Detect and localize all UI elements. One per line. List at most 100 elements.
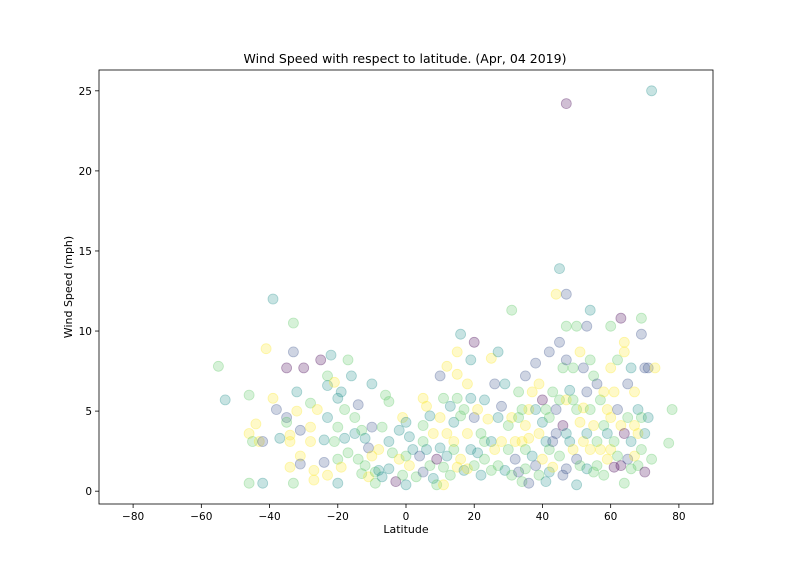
scatter-point: [636, 312, 647, 324]
scatter-point: [441, 360, 453, 372]
scatter-point: [383, 463, 395, 475]
scatter-point: [485, 464, 497, 476]
scatter-point: [489, 444, 501, 455]
scatter-point: [315, 354, 327, 366]
scatter-point: [622, 453, 634, 465]
scatter-point: [455, 410, 467, 422]
scatter-point: [369, 466, 381, 478]
scatter-point: [305, 421, 316, 433]
scatter-point: [451, 368, 463, 380]
scatter-point: [560, 354, 572, 366]
scatter-point: [649, 362, 661, 374]
scatter-point: [342, 354, 354, 366]
scatter-point: [417, 436, 429, 447]
scatter-point: [520, 463, 531, 475]
scatter-point: [537, 416, 548, 428]
x-tick-label: 40: [536, 511, 549, 523]
scatter-point: [448, 436, 460, 447]
scatter-point: [461, 428, 473, 439]
scatter-point: [543, 466, 555, 478]
scatter-point: [533, 378, 545, 390]
scatter-point: [247, 436, 258, 447]
scatter-point: [513, 412, 524, 423]
scatter-point: [383, 436, 395, 447]
scatter-point: [417, 466, 429, 478]
scatter-point: [520, 420, 531, 431]
scatter-point: [560, 98, 572, 109]
scatter-point: [506, 304, 518, 316]
scatter-point: [325, 349, 337, 361]
scatter-point: [639, 466, 651, 478]
scatter-point: [475, 428, 487, 439]
scatter-point: [571, 320, 582, 332]
scatter-point: [581, 386, 593, 398]
scatter-point: [578, 362, 589, 374]
scatter-point: [363, 442, 374, 454]
scatter-point: [618, 346, 630, 358]
scatter-point: [219, 394, 231, 406]
scatter-point: [472, 447, 484, 459]
scatter-point: [287, 317, 299, 329]
scatter-point: [547, 461, 559, 473]
scatter-point: [461, 463, 473, 475]
scatter-point: [625, 463, 637, 475]
scatter-point: [291, 386, 303, 398]
scatter-point: [625, 436, 637, 447]
scatter-point: [543, 346, 555, 358]
scatter-point: [345, 370, 357, 382]
scatter-point: [554, 336, 565, 348]
scatter-point: [605, 412, 617, 423]
y-axis-label: Wind Speed (mph): [62, 236, 75, 338]
scatter-point: [294, 458, 306, 470]
scatter-point: [520, 444, 531, 455]
scatter-point: [458, 464, 470, 476]
scatter-point: [342, 447, 354, 459]
scatter-point: [284, 436, 296, 447]
scatter-point: [366, 378, 378, 390]
scatter-point: [605, 320, 617, 332]
scatter-point: [369, 477, 381, 489]
scatter-point: [639, 362, 651, 374]
scatter-point: [267, 293, 279, 305]
scatter-point: [598, 420, 610, 431]
scatter-point: [557, 469, 569, 481]
scatter-point: [390, 476, 402, 488]
scatter-point: [636, 444, 647, 455]
scatter-point: [482, 413, 494, 425]
scatter-point: [574, 346, 586, 358]
scatter-point: [421, 444, 432, 455]
scatter-point: [270, 404, 282, 415]
scatter-point: [509, 453, 521, 465]
scatter-point: [523, 432, 535, 444]
scatter-point: [441, 428, 453, 439]
scatter-point: [530, 404, 541, 415]
scatter-point: [615, 312, 627, 324]
scatter-point: [513, 386, 524, 398]
scatter-point: [376, 421, 388, 433]
scatter-point: [543, 444, 555, 455]
scatter-point: [335, 386, 347, 398]
scatter-point: [414, 450, 426, 462]
scatter-point: [550, 288, 562, 300]
scatter-point: [588, 420, 599, 431]
scatter-point: [434, 412, 446, 423]
scatter-point: [397, 469, 409, 481]
scatter-point: [397, 412, 409, 423]
scatter-point: [332, 453, 344, 465]
scatter-point: [618, 336, 630, 348]
x-tick-label: 80: [672, 511, 685, 523]
scatter-point: [496, 400, 507, 412]
scatter-point: [622, 378, 634, 390]
scatter-point: [410, 471, 422, 483]
scatter-point: [506, 412, 518, 423]
scatter-point: [438, 479, 449, 491]
scatter-point: [284, 461, 296, 473]
scatter-point: [516, 476, 528, 488]
scatter-point: [550, 428, 562, 439]
scatter-point: [403, 460, 415, 472]
y-tick-label: 0: [85, 486, 92, 498]
scatter-point: [526, 450, 538, 462]
scatter-point: [479, 453, 490, 465]
scatter-point: [584, 404, 596, 415]
